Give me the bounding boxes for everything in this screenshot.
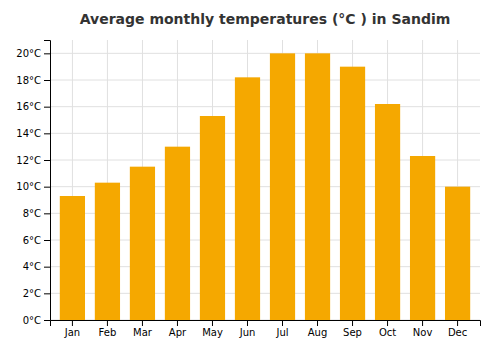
tick: 6°C [23,235,50,246]
tick-label: 14°C [16,128,41,139]
tick-mark [44,293,50,294]
tick-label: Feb [99,327,117,338]
tick: 4°C [23,261,50,272]
bar [375,104,400,320]
plot: 0°C 2°C 4°C 6°C 8°C 10°C 12°C 14°C 16°C 18°C 20°C J… [16,40,480,338]
tick: Sep [343,320,362,338]
tick-label: 8°C [23,208,41,219]
tick-mark [352,320,353,326]
tick-mark [44,80,50,81]
tick-label: Jan [64,327,80,338]
tick: 10°C [16,181,50,192]
tick: Nov [413,320,433,338]
bar [200,116,225,320]
tick-mark [422,320,423,326]
bar [60,196,85,320]
tick: Dec [448,320,467,338]
tick-mark [72,320,73,326]
tick-mark [142,320,143,326]
bar [165,147,190,320]
axis-line [44,41,51,321]
tick-label: 2°C [23,288,41,299]
tick-mark [44,53,50,54]
grid [50,40,480,320]
tick: Apr [169,320,187,338]
bar [270,53,295,320]
bar [130,167,155,320]
tick: Jun [239,320,256,338]
tick-label: Sep [343,327,362,338]
tick-label: Nov [413,327,433,338]
tick: 16°C [16,101,50,112]
tick-mark [44,267,50,268]
grid-line [50,53,480,54]
tick: Mar [133,320,153,338]
tick-mark [387,320,388,326]
tick-mark [44,107,50,108]
tick-label: Oct [379,327,396,338]
tick-label: Jun [239,327,256,338]
tick-label: 6°C [23,235,41,246]
tick: 20°C [16,48,50,59]
bar [410,156,435,320]
tick-mark [44,240,50,241]
tick-mark [247,320,248,326]
tick-label: Dec [448,327,467,338]
tick-label: 12°C [16,155,41,166]
tick: 2°C [23,288,50,299]
grid-line [50,106,480,107]
title: Average monthly temperatures (°C ) in Sa… [80,11,451,27]
x-axis: Jan Feb Mar Apr May Jun Jul Aug Sep Oct Nov Dec [51,320,481,338]
tick-mark [107,320,108,326]
tick: Jan [64,320,80,338]
tick: 8°C [23,208,50,219]
tick: Feb [99,320,117,338]
y-axis: 0°C 2°C 4°C 6°C 8°C 10°C 12°C 14°C 16°C 18°C 20°C [16,41,50,326]
tick-label: Apr [169,327,187,338]
tick-label: Mar [133,327,153,338]
tick-mark [44,320,50,321]
tick-label: 4°C [23,261,41,272]
bar [305,53,330,320]
tick-label: 20°C [16,48,41,59]
tick: Aug [308,320,328,338]
tick-mark [44,160,50,161]
tick: May [202,320,223,338]
tick-label: 0°C [23,315,41,326]
tick-label: 10°C [16,181,41,192]
tick-label: 18°C [16,75,41,86]
bar [235,77,260,320]
bar [340,67,365,320]
tick-mark [44,187,50,188]
tick: Jul [275,320,288,338]
axis-line [51,321,481,327]
tick-label: Aug [308,327,328,338]
tick-mark [317,320,318,326]
tick-mark [282,320,283,326]
tick: 0°C [23,315,50,326]
tick-mark [44,213,50,214]
tick-label: Jul [275,327,288,338]
grid-line [50,80,480,81]
grid-line [50,133,480,134]
tick: 14°C [16,128,50,139]
bar [95,183,120,320]
tick-mark [457,320,458,326]
marks [60,53,470,320]
tick: Oct [379,320,396,338]
bar [445,187,470,320]
tick-mark [212,320,213,326]
tick-label: May [202,327,223,338]
tick: 12°C [16,155,50,166]
tick-mark [44,133,50,134]
tick-mark [177,320,178,326]
tick-label: 16°C [16,101,41,112]
chart: 0°C 2°C 4°C 6°C 8°C 10°C 12°C 14°C 16°C 18°C 20°C J… [0,0,500,350]
tick: 18°C [16,75,50,86]
